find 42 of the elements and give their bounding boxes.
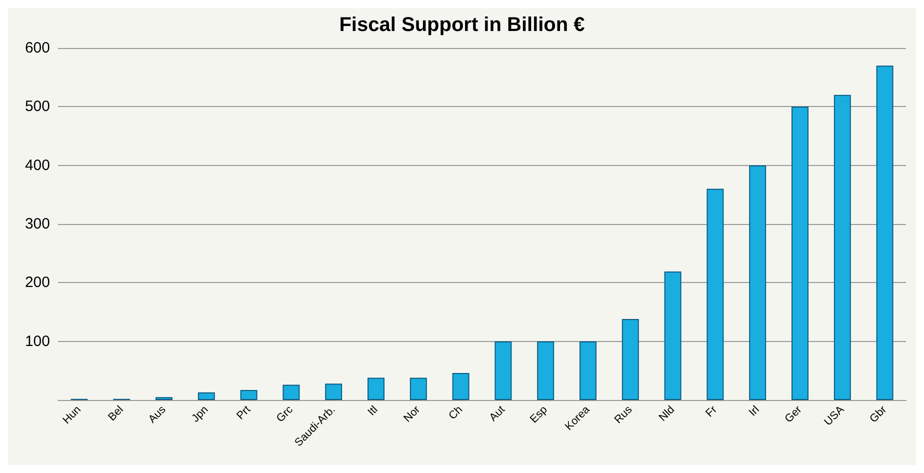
y-tick-label: 100	[24, 332, 50, 350]
x-tick-label: Jpn	[190, 404, 211, 425]
y-tick-label: 500	[24, 98, 50, 116]
x-tick-label: Ger	[782, 404, 804, 426]
bar	[240, 390, 258, 400]
bar	[325, 384, 342, 400]
x-tick-label: Esp	[528, 404, 550, 426]
x-tick-label: Irl	[746, 404, 762, 419]
x-tick-label: Aut	[487, 404, 508, 424]
x-tick-label: Itl	[366, 404, 380, 418]
y-tick-label: 200	[24, 274, 50, 292]
x-tick-label: Grc	[274, 403, 296, 425]
bar	[622, 319, 639, 400]
bar	[749, 165, 766, 400]
x-tick-label: Fr	[704, 404, 720, 420]
x-tick-label: Rus	[612, 403, 635, 426]
bar	[452, 373, 470, 400]
x-tick-label: Aus	[146, 403, 169, 426]
bar	[537, 341, 554, 400]
chart-title: Fiscal Support in Billion €	[339, 14, 585, 36]
x-tick-label: Nor	[402, 404, 423, 425]
x-tick-label: USA	[822, 403, 848, 428]
bar	[368, 378, 384, 400]
bar	[792, 106, 808, 400]
bar	[876, 66, 894, 400]
y-tick-label: 400	[24, 156, 50, 174]
x-tick-label: Nld	[656, 404, 678, 424]
y-tick-label: 300	[24, 216, 50, 232]
x-tick-label: Hun	[60, 404, 84, 426]
x-tick-label: Ch	[446, 404, 466, 422]
bar	[282, 384, 300, 400]
bar	[834, 94, 851, 400]
bar	[664, 272, 682, 400]
bar	[410, 378, 427, 400]
bar	[706, 188, 724, 400]
x-tick-label: Bel	[106, 404, 126, 424]
bar	[198, 392, 215, 400]
x-tick-label: Gbr	[868, 404, 890, 426]
bar	[494, 341, 512, 400]
bar	[580, 341, 596, 400]
y-tick-label: 600	[24, 40, 50, 56]
x-tick-label: Prt	[234, 404, 254, 422]
